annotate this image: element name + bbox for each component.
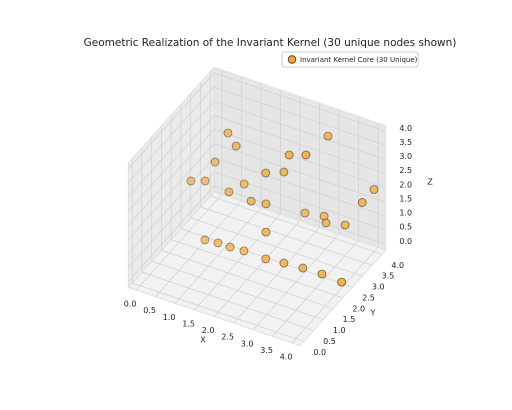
data-point — [323, 131, 333, 141]
z-grid-line — [128, 185, 215, 282]
data-point — [337, 277, 347, 287]
data-point — [357, 198, 367, 207]
data-point — [239, 179, 249, 189]
data-point — [340, 220, 350, 230]
y-grid-line — [190, 217, 363, 277]
z-grid-line — [128, 86, 215, 184]
grid — [128, 70, 386, 344]
legend-text: Invariant Kernel Core (30 Unique) — [300, 56, 418, 64]
data-point — [186, 176, 196, 186]
y-grid-line — [141, 271, 314, 331]
z-tick-label: 4.0 — [399, 124, 412, 133]
z-grid-line — [213, 100, 386, 160]
x-axis-label: X — [200, 336, 206, 345]
z-tick-label: 0.5 — [399, 223, 412, 232]
data-point — [284, 150, 294, 160]
panes — [127, 66, 387, 347]
tick-labels: 0.00.51.01.52.02.53.03.54.00.00.51.01.52… — [124, 124, 434, 362]
data-point — [321, 218, 331, 228]
y-tick-label: 2.5 — [362, 293, 375, 302]
z-grid-line — [128, 143, 215, 240]
z-grid-line — [128, 157, 215, 254]
z-grid-line — [213, 115, 386, 175]
y-tick-label: 3.0 — [372, 283, 385, 292]
z-grid-line — [213, 86, 386, 146]
data-point — [317, 269, 327, 279]
data-point — [223, 128, 233, 138]
y-tick-label: 3.5 — [382, 272, 395, 281]
data-point — [301, 150, 311, 160]
data-point — [298, 263, 308, 273]
points — [186, 128, 379, 287]
z-grid-line — [128, 115, 215, 212]
z-grid-line — [213, 185, 386, 245]
data-point — [300, 208, 310, 218]
y-tick-label: 0.5 — [323, 337, 336, 346]
data-point — [213, 238, 223, 248]
data-point — [224, 187, 234, 197]
z-grid-line — [128, 72, 215, 169]
legend-marker — [287, 55, 297, 64]
y-grid-line — [132, 282, 304, 342]
z-grid-line — [213, 129, 386, 189]
x-tick-label: 1.5 — [182, 319, 195, 328]
data-point — [231, 141, 241, 151]
z-grid-line — [213, 143, 386, 203]
z-tick-label: 1.5 — [399, 194, 412, 203]
x-tick-label: 0.5 — [143, 306, 156, 315]
z-tick-label: 3.0 — [399, 152, 412, 161]
x-tick-label: 3.5 — [260, 346, 273, 355]
z-grid-line — [128, 171, 215, 268]
z-tick-label: 1.0 — [399, 209, 412, 218]
y-axis-label: Y — [370, 309, 376, 318]
data-point — [279, 258, 289, 268]
z-tick-label: 3.5 — [399, 138, 412, 147]
y-grid-line — [210, 195, 382, 255]
x-tick-label: 4.0 — [280, 353, 293, 362]
data-point — [200, 176, 210, 186]
data-point — [210, 157, 220, 167]
y-grid-line — [151, 260, 324, 320]
y-grid-line — [171, 239, 343, 299]
data-point — [261, 254, 271, 264]
data-point — [279, 167, 289, 177]
z-axis-label: Z — [427, 178, 433, 187]
x-tick-label: 1.0 — [163, 313, 176, 322]
data-point — [261, 168, 271, 178]
z-grid-line — [128, 101, 215, 198]
data-point — [246, 196, 256, 206]
x-tick-label: 2.0 — [202, 326, 215, 335]
data-point — [225, 242, 235, 252]
z-grid-line — [128, 129, 215, 226]
y-grid-line — [200, 206, 373, 266]
legend: Invariant Kernel Core (30 Unique) — [281, 51, 419, 68]
z-grid-line — [213, 72, 386, 132]
chart-title: Geometric Realization of the Invariant K… — [84, 37, 457, 49]
y-tick-label: 0.0 — [313, 348, 326, 357]
y-tick-label: 1.0 — [333, 326, 346, 335]
z-tick-label: 2.0 — [399, 180, 412, 189]
z-tick-label: 2.5 — [399, 166, 412, 175]
z-grid-line — [213, 157, 386, 217]
y-grid-line — [161, 250, 334, 310]
legend-box — [281, 51, 419, 68]
data-point — [200, 235, 210, 245]
x-tick-label: 2.5 — [221, 333, 234, 342]
y-tick-label: 4.0 — [391, 261, 404, 270]
data-point — [369, 185, 379, 194]
x-tick-label: 0.0 — [124, 300, 137, 309]
x-tick-label: 3.0 — [241, 339, 254, 348]
data-point — [239, 246, 249, 256]
y-tick-label: 2.0 — [352, 304, 365, 313]
data-point — [261, 199, 271, 209]
data-point — [261, 227, 271, 237]
z-tick-label: 0.0 — [399, 237, 412, 246]
y-tick-label: 1.5 — [343, 315, 356, 324]
